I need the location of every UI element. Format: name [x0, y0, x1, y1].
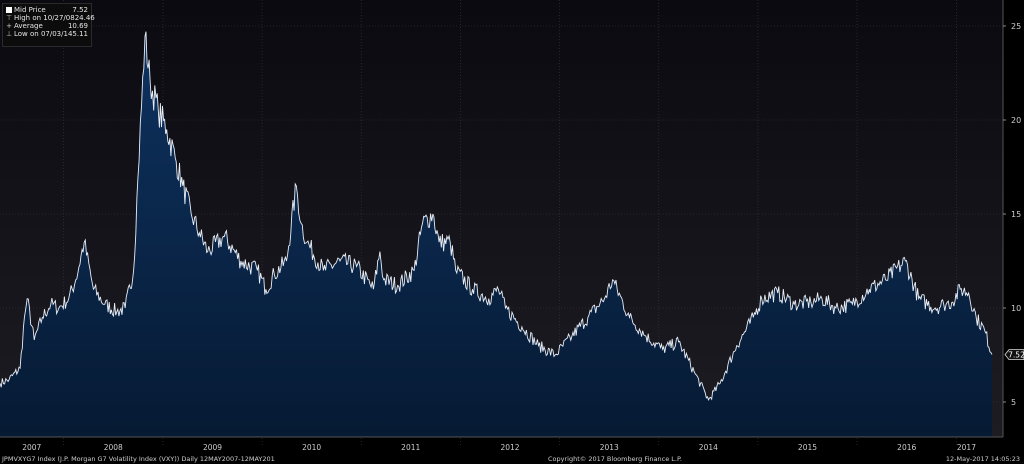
y-tick-label: 20 [1011, 116, 1021, 125]
footer-copyright: Copyright© 2017 Bloomberg Finance L.P. [548, 455, 682, 463]
legend: Mid Price 7.52 ⊤ High on 10/27/08 24.46 +… [2, 3, 95, 47]
footer-timestamp: 12-May-2017 14:05:23 [945, 455, 1020, 463]
x-tick-label: 2008 [104, 443, 123, 452]
y-axis: 5 10 15 20 25 [1002, 0, 1021, 437]
y-tick-label: 25 [1011, 22, 1021, 31]
footer-ticker: JPMVXYG7 Index (J.P. Morgan G7 Volatilit… [2, 455, 275, 463]
x-tick-label: 2010 [302, 443, 321, 452]
series-line [0, 31, 993, 402]
x-axis: 2007 2008 2009 2010 2011 2012 2013 2014 2015 2016… [0, 436, 1003, 452]
x-tick-label: 2011 [401, 443, 420, 452]
legend-item-average: + Average 10.69 [6, 22, 88, 30]
x-tick-label: 2017 [957, 443, 976, 452]
high-marker-icon: ⊤ [6, 14, 13, 22]
y-tick-label: 15 [1011, 210, 1021, 219]
x-tick-label: 2015 [798, 443, 817, 452]
x-tick-label: 2014 [699, 443, 718, 452]
legend-item-mid-price: Mid Price 7.52 [6, 6, 88, 14]
series-area [0, 31, 992, 437]
last-value-marker: 7.52 [1004, 349, 1024, 361]
average-marker-icon: + [6, 22, 12, 30]
legend-item-high: ⊤ High on 10/27/08 24.46 [6, 14, 95, 22]
footer: JPMVXYG7 Index (J.P. Morgan G7 Volatilit… [0, 455, 1024, 464]
y-tick-label: 10 [1011, 304, 1021, 313]
x-tick-label: 2016 [897, 443, 916, 452]
x-tick-label: 2013 [600, 443, 619, 452]
y-tick-label: 5 [1011, 398, 1016, 407]
last-value-box [1004, 349, 1024, 361]
legend-item-low: ⊥ Low on 07/03/14 5.11 [6, 30, 88, 38]
series-swatch-icon [6, 7, 12, 13]
x-tick-label: 2012 [500, 443, 519, 452]
x-tick-label: 2007 [22, 443, 41, 452]
low-marker-icon: ⊥ [6, 30, 13, 38]
last-value-label: 7.52 [1008, 351, 1024, 360]
x-tick-label: 2009 [203, 443, 222, 452]
